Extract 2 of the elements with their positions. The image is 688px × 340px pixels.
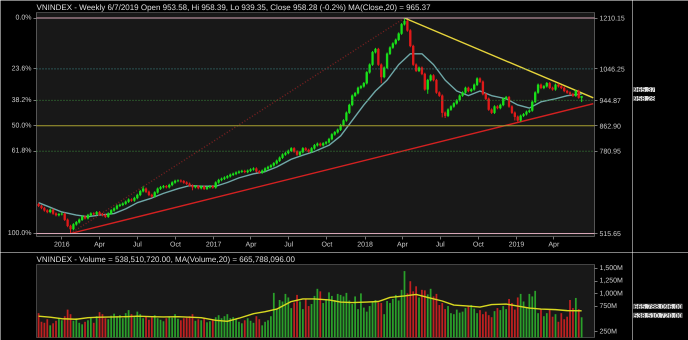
chart-title: VNINDEX - Volume = 538,510,720.00, MA(Volume,20) = 665,788,096.00 xyxy=(36,255,296,264)
chart-title: VNINDEX - Weekly 6/7/2019 Open 953.58, Hi 958.39, Lo 939.35, Close 958.28 (-0.2%) MA(Close,20) = 965.37 xyxy=(36,3,432,12)
